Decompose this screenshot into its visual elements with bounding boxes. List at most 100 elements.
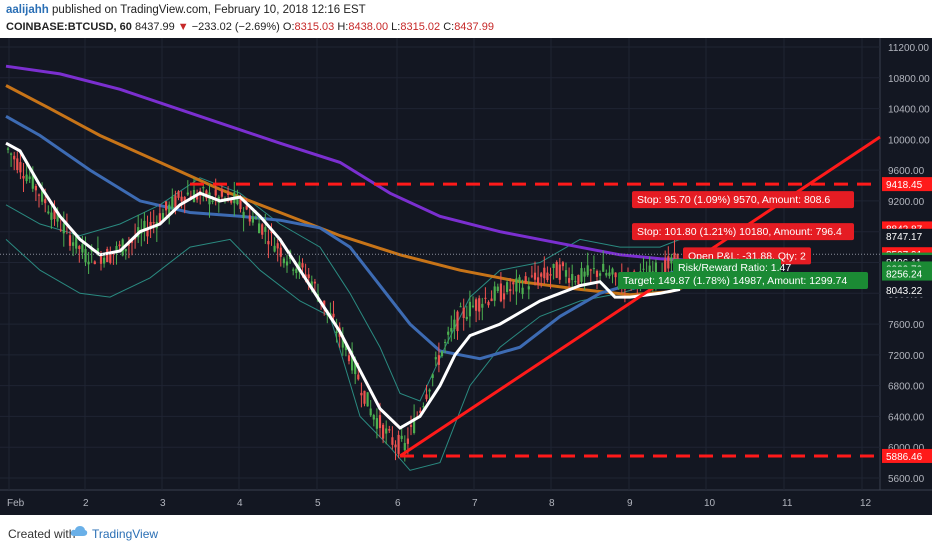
low-label: L: <box>391 21 401 33</box>
candle-body <box>428 389 431 392</box>
candle-body <box>158 213 161 224</box>
author-name[interactable]: aalijahh <box>6 4 49 16</box>
y-tick-label: 10000.00 <box>888 135 930 146</box>
candle-body <box>515 278 518 292</box>
candle-body <box>580 268 583 282</box>
candle-body <box>413 418 416 434</box>
candle-body <box>512 282 515 285</box>
candle-body <box>437 355 440 365</box>
candle-body <box>468 301 471 317</box>
tradingview-link[interactable]: TradingView <box>92 527 159 541</box>
candle-body <box>540 273 543 277</box>
candle-body <box>527 286 530 290</box>
low-value: 8315.02 <box>400 21 441 33</box>
candle-body <box>251 217 254 223</box>
x-tick-label: 8 <box>549 498 555 509</box>
candle-body <box>236 195 239 205</box>
position-label-box[interactable] <box>632 223 854 241</box>
price-chart[interactable]: 11200.00 10800.00 10400.00 10000.00 9600.00 9… <box>0 38 932 515</box>
candle-body <box>459 306 462 308</box>
candle-body <box>165 201 168 211</box>
price-axis-label <box>882 228 932 243</box>
candle-body <box>673 252 676 265</box>
ma-purple <box>5 64 691 262</box>
candle-body <box>388 429 391 431</box>
candle-body <box>592 268 595 270</box>
candle-body <box>496 286 499 291</box>
y-tick-label: 10400.00 <box>888 105 930 116</box>
price-axis-label-text: 9418.45 <box>886 180 923 191</box>
candle-body <box>103 257 106 264</box>
close-label: C: <box>443 21 455 33</box>
candle-body <box>202 187 205 189</box>
candle-body <box>490 298 493 302</box>
candle-body <box>366 392 369 407</box>
open-label: O: <box>282 21 295 33</box>
created-with-text: Created with <box>8 527 76 541</box>
candle-body <box>555 261 558 278</box>
x-tick-label: 2 <box>83 498 89 509</box>
candle-body <box>295 268 298 273</box>
candle-body <box>558 264 561 280</box>
candle-body <box>434 357 437 360</box>
candle-body <box>227 193 230 196</box>
candle-body <box>372 415 375 420</box>
y-tick-label: 9200.00 <box>888 197 925 208</box>
y-tick-label: 5600.00 <box>888 474 925 485</box>
ma-blue <box>5 114 681 361</box>
candle-body <box>130 240 134 243</box>
candle-body <box>574 281 577 283</box>
position-label-text: Target: 149.87 (1.78%) 14987, Amount: 12… <box>623 275 847 287</box>
candle-body <box>270 231 273 234</box>
candle-body <box>552 264 555 268</box>
candle-body <box>96 248 99 255</box>
high-value: 8438.00 <box>348 21 389 33</box>
candle-body <box>25 174 28 182</box>
candle-body <box>589 269 592 271</box>
candle-body <box>481 303 484 308</box>
candle-body <box>571 274 574 281</box>
candle-body <box>214 189 217 196</box>
candle-body <box>196 194 199 200</box>
candle-body <box>22 175 25 179</box>
candle-body <box>152 222 155 224</box>
position-label-box[interactable] <box>673 258 781 276</box>
candle-body <box>462 307 465 318</box>
tradingview-cloud-icon <box>70 526 88 536</box>
candle-body <box>264 227 267 232</box>
candle-body <box>487 301 490 306</box>
candle-body <box>109 252 112 263</box>
candle-body <box>341 335 344 348</box>
candle-body <box>124 248 127 252</box>
ma-white <box>5 141 681 430</box>
price-axis-label <box>882 282 932 297</box>
candle-body <box>174 195 177 209</box>
trend-line[interactable] <box>399 135 881 458</box>
symbol-label: COINBASE:BTCUSD, 60 <box>6 21 132 33</box>
open-value: 8315.03 <box>294 21 335 33</box>
candle-body <box>382 424 385 439</box>
candle-body <box>431 374 434 378</box>
candle-body <box>115 246 118 252</box>
candle-body <box>537 277 540 285</box>
x-tick-label: 9 <box>627 498 633 509</box>
candle-body <box>180 196 183 202</box>
position-label-box[interactable] <box>632 191 854 209</box>
candle-body <box>478 298 481 312</box>
candle-body <box>78 246 81 249</box>
candle-body <box>310 281 313 290</box>
chart-svg[interactable]: 11200.00 10800.00 10400.00 10000.00 9600.00 9… <box>0 38 932 515</box>
y-tick-label: 6400.00 <box>888 412 925 423</box>
candle-body <box>614 272 617 278</box>
candle-body <box>28 176 31 180</box>
candle-body <box>456 311 459 332</box>
position-label-box[interactable] <box>618 271 868 289</box>
candle-body <box>72 242 75 246</box>
candle-body <box>533 272 537 280</box>
close-value: 8437.99 <box>454 21 494 33</box>
candle-body <box>599 273 602 276</box>
candle-body <box>568 278 571 283</box>
x-tick-label: 5 <box>315 498 321 509</box>
publish-text: published on TradingView.com, February 1… <box>52 4 366 16</box>
position-label-text: Risk/Reward Ratio: 1.47 <box>678 262 791 274</box>
